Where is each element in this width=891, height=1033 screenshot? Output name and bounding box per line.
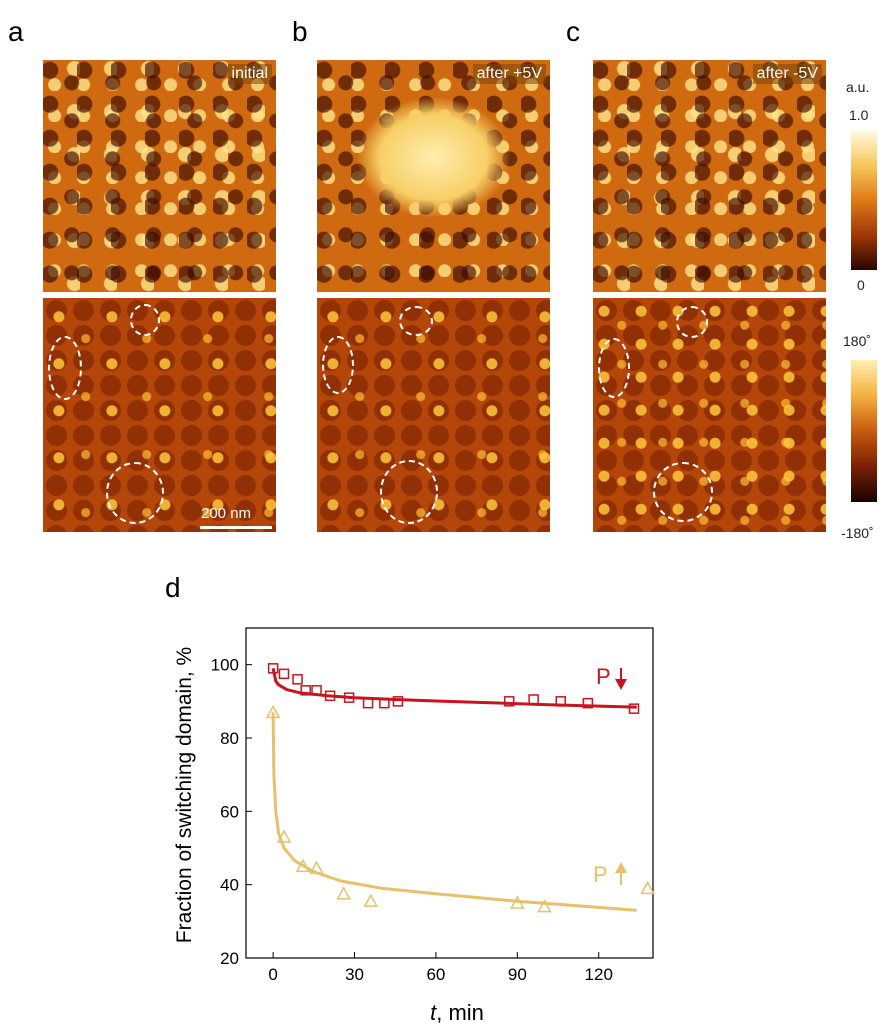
data-point [363,893,379,907]
data-point [278,668,290,680]
phase-image-a: 200 nm [43,298,276,532]
data-point [343,692,355,703]
colorbar-amp-max: 1.0 [849,107,869,123]
panel-label-a: a [8,16,24,47]
data-point [267,663,279,674]
amplitude-image-b: after +5V [317,60,550,292]
colorbar-amplitude [851,130,877,270]
data-point [379,697,390,709]
series-label-p-up: P [593,862,608,887]
image-tag-b: after +5V [472,64,546,84]
phase-image-c [593,298,826,532]
data-point [265,704,281,719]
ellipse-marker [106,462,164,524]
scale-bar-label: 200 nm [201,505,252,522]
scale-bar [200,526,272,529]
fit-line-1 [271,712,637,912]
series-label-p-down: P [596,664,611,689]
y-axis-title: Fraction of switching domain, % [173,647,196,943]
data-point [537,899,552,913]
data-point [362,697,374,709]
y-tick-label: 60 [220,802,239,821]
x-tick-label: 30 [345,965,364,984]
data-point [336,886,351,900]
data-point [582,697,594,709]
phase-image-b [317,298,550,532]
x-tick-label: 0 [268,965,277,984]
ellipse-marker [676,306,708,338]
data-point [640,880,655,895]
data-point [295,858,311,873]
colorbar-phase-min: -180˚ [841,525,874,541]
colorbar-amp-unit: a.u. [846,79,870,95]
data-point [392,696,404,707]
ellipse-marker [380,460,438,524]
y-tick-label: 80 [220,729,239,748]
x-axis-title: t, min [430,1000,484,1025]
plot-frame [245,627,654,959]
y-tick-label: 40 [220,876,239,895]
data-point [309,860,324,874]
panel-label-d: d [165,572,181,603]
data-point [503,696,515,707]
ellipse-marker [322,336,354,394]
fit-line-0 [271,667,637,709]
panel-label-c: c [566,16,580,47]
x-tick-label: 60 [426,965,445,984]
ellipse-marker [653,462,713,522]
ellipse-marker [48,336,82,400]
data-point [528,694,539,705]
x-tick-label: 120 [585,965,613,984]
amplitude-image-a: initial [43,60,276,292]
image-tag-a: initial [227,64,272,84]
ellipse-marker [130,304,160,336]
y-tick-label: 20 [220,949,239,968]
arrow-down-icon [615,668,627,690]
data-point [276,829,292,843]
data-point [510,895,525,909]
x-tick-label: 90 [508,965,527,984]
data-point [628,703,640,714]
colorbar-phase-max: 180˚ [843,333,872,349]
amplitude-image-c: after -5V [593,60,826,292]
colorbar-phase [851,360,877,502]
ellipse-marker [598,338,630,398]
data-point [311,685,322,696]
data-point [555,696,566,707]
image-tag-c: after -5V [752,64,822,84]
y-tick-label: 100 [211,656,239,675]
panel-label-b: b [292,16,308,47]
arrow-up-icon [615,862,627,885]
data-point [300,685,311,696]
colorbar-amp-min: 0 [857,277,865,293]
data-point [292,674,303,685]
ellipse-marker [399,306,433,336]
data-point [324,690,336,702]
